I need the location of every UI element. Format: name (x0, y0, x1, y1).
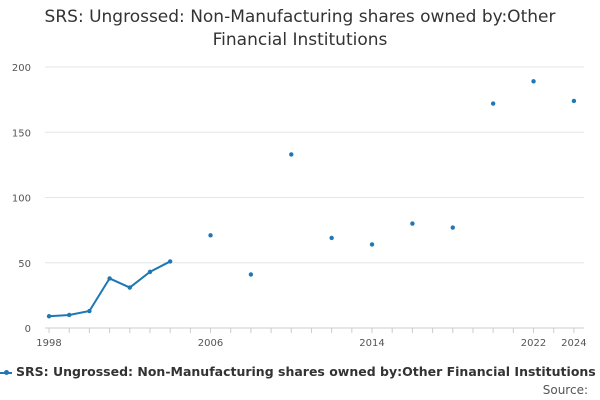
x-tick-label: 2022 (521, 338, 546, 349)
series-line (48, 260, 171, 318)
data-point (329, 235, 334, 241)
data-point (531, 79, 536, 84)
data-point (369, 242, 375, 247)
chart-title-line1: SRS: Ungrossed: Non-Manufacturing shares… (44, 7, 556, 27)
chart-title: SRS: Ungrossed: Non-Manufacturing shares… (0, 6, 600, 52)
axis-layer: 0 50 100 150 200 1998 2006 2014 2022 2024 (12, 63, 587, 349)
y-tick-label: 50 (18, 259, 31, 270)
x-tick-label: 2024 (561, 338, 586, 349)
data-point (46, 314, 52, 319)
data-point (167, 259, 173, 264)
data-point (490, 101, 496, 106)
data-point (289, 152, 294, 157)
legend-label: SRS: Ungrossed: Non-Manufacturing shares… (16, 364, 596, 379)
y-tick-label: 0 (25, 324, 31, 335)
data-point (107, 276, 112, 281)
data-point (248, 272, 254, 277)
x-tick-label: 2006 (198, 338, 223, 349)
x-tick-label: 2014 (359, 338, 384, 349)
legend-marker-icon (4, 370, 9, 375)
data-point (208, 233, 213, 238)
x-tick-label: 1998 (36, 338, 61, 349)
y-tick-label: 150 (12, 128, 31, 139)
source-label: Source: (542, 383, 588, 397)
series-layer (46, 79, 577, 319)
y-tick-label: 100 (12, 194, 31, 205)
data-point (127, 285, 132, 290)
data-point (67, 312, 72, 318)
grid-layer (45, 66, 584, 329)
y-tick-label: 200 (12, 63, 31, 74)
data-point (571, 98, 577, 104)
data-point (450, 225, 455, 230)
data-point (147, 269, 153, 275)
data-point (87, 308, 92, 314)
data-point (410, 221, 415, 226)
chart-title-line2: Financial Institutions (212, 30, 388, 50)
